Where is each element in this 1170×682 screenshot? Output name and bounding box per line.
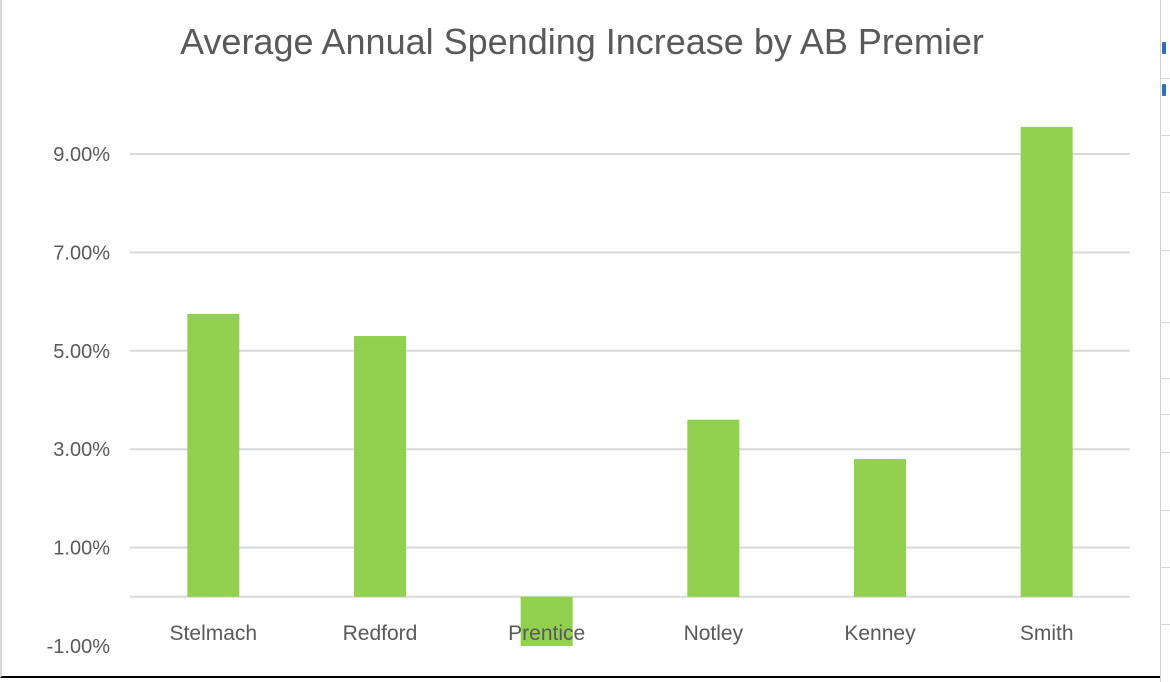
bar-redford <box>354 336 406 597</box>
cell-text-fragment <box>1162 84 1166 96</box>
x-category-label: Redford <box>343 622 418 645</box>
x-category-label: Prentice <box>508 622 585 645</box>
cell-text-fragment <box>1162 42 1166 54</box>
bar-stelmach <box>187 313 240 597</box>
cell-border <box>1161 414 1170 415</box>
y-tick-label: 5.00% <box>53 341 110 363</box>
y-tick-label: 9.00% <box>53 144 110 166</box>
bar-smith <box>1020 126 1073 597</box>
cell-border <box>1161 510 1170 511</box>
spreadsheet-edge <box>1160 0 1170 682</box>
cell-border <box>1161 192 1170 193</box>
x-category-label: Smith <box>1020 622 1074 645</box>
chart-title: Average Annual Spending Increase by AB P… <box>180 21 984 62</box>
y-tick-label: 1.00% <box>53 538 110 560</box>
bar-kenney <box>854 459 906 597</box>
cell-border <box>1161 250 1170 251</box>
x-category-label: Kenney <box>844 622 916 645</box>
grid-lines <box>130 153 1130 598</box>
cell-border <box>1161 452 1170 453</box>
y-tick-label: 3.00% <box>53 439 110 461</box>
cell-border <box>1161 378 1170 379</box>
y-tick-label: 7.00% <box>53 242 110 264</box>
bar-notley <box>687 419 740 597</box>
x-category-label: Stelmach <box>170 622 258 645</box>
cell-border <box>1161 567 1170 568</box>
y-tick-label: -1.00% <box>47 636 111 658</box>
y-axis-tick-labels: -1.00% 1.00% 3.00% 5.00% 7.00% 9.00% <box>47 144 111 658</box>
cell-border <box>1161 78 1170 79</box>
bar-prentice <box>520 596 573 646</box>
cell-border <box>1161 322 1170 323</box>
bar-series <box>187 126 1073 646</box>
cell-border <box>1161 135 1170 136</box>
cell-border <box>1161 624 1170 625</box>
x-axis-category-labels: Stelmach Redford Prentice Notley Kenney Smith <box>170 622 1074 645</box>
x-category-label: Notley <box>684 622 744 645</box>
